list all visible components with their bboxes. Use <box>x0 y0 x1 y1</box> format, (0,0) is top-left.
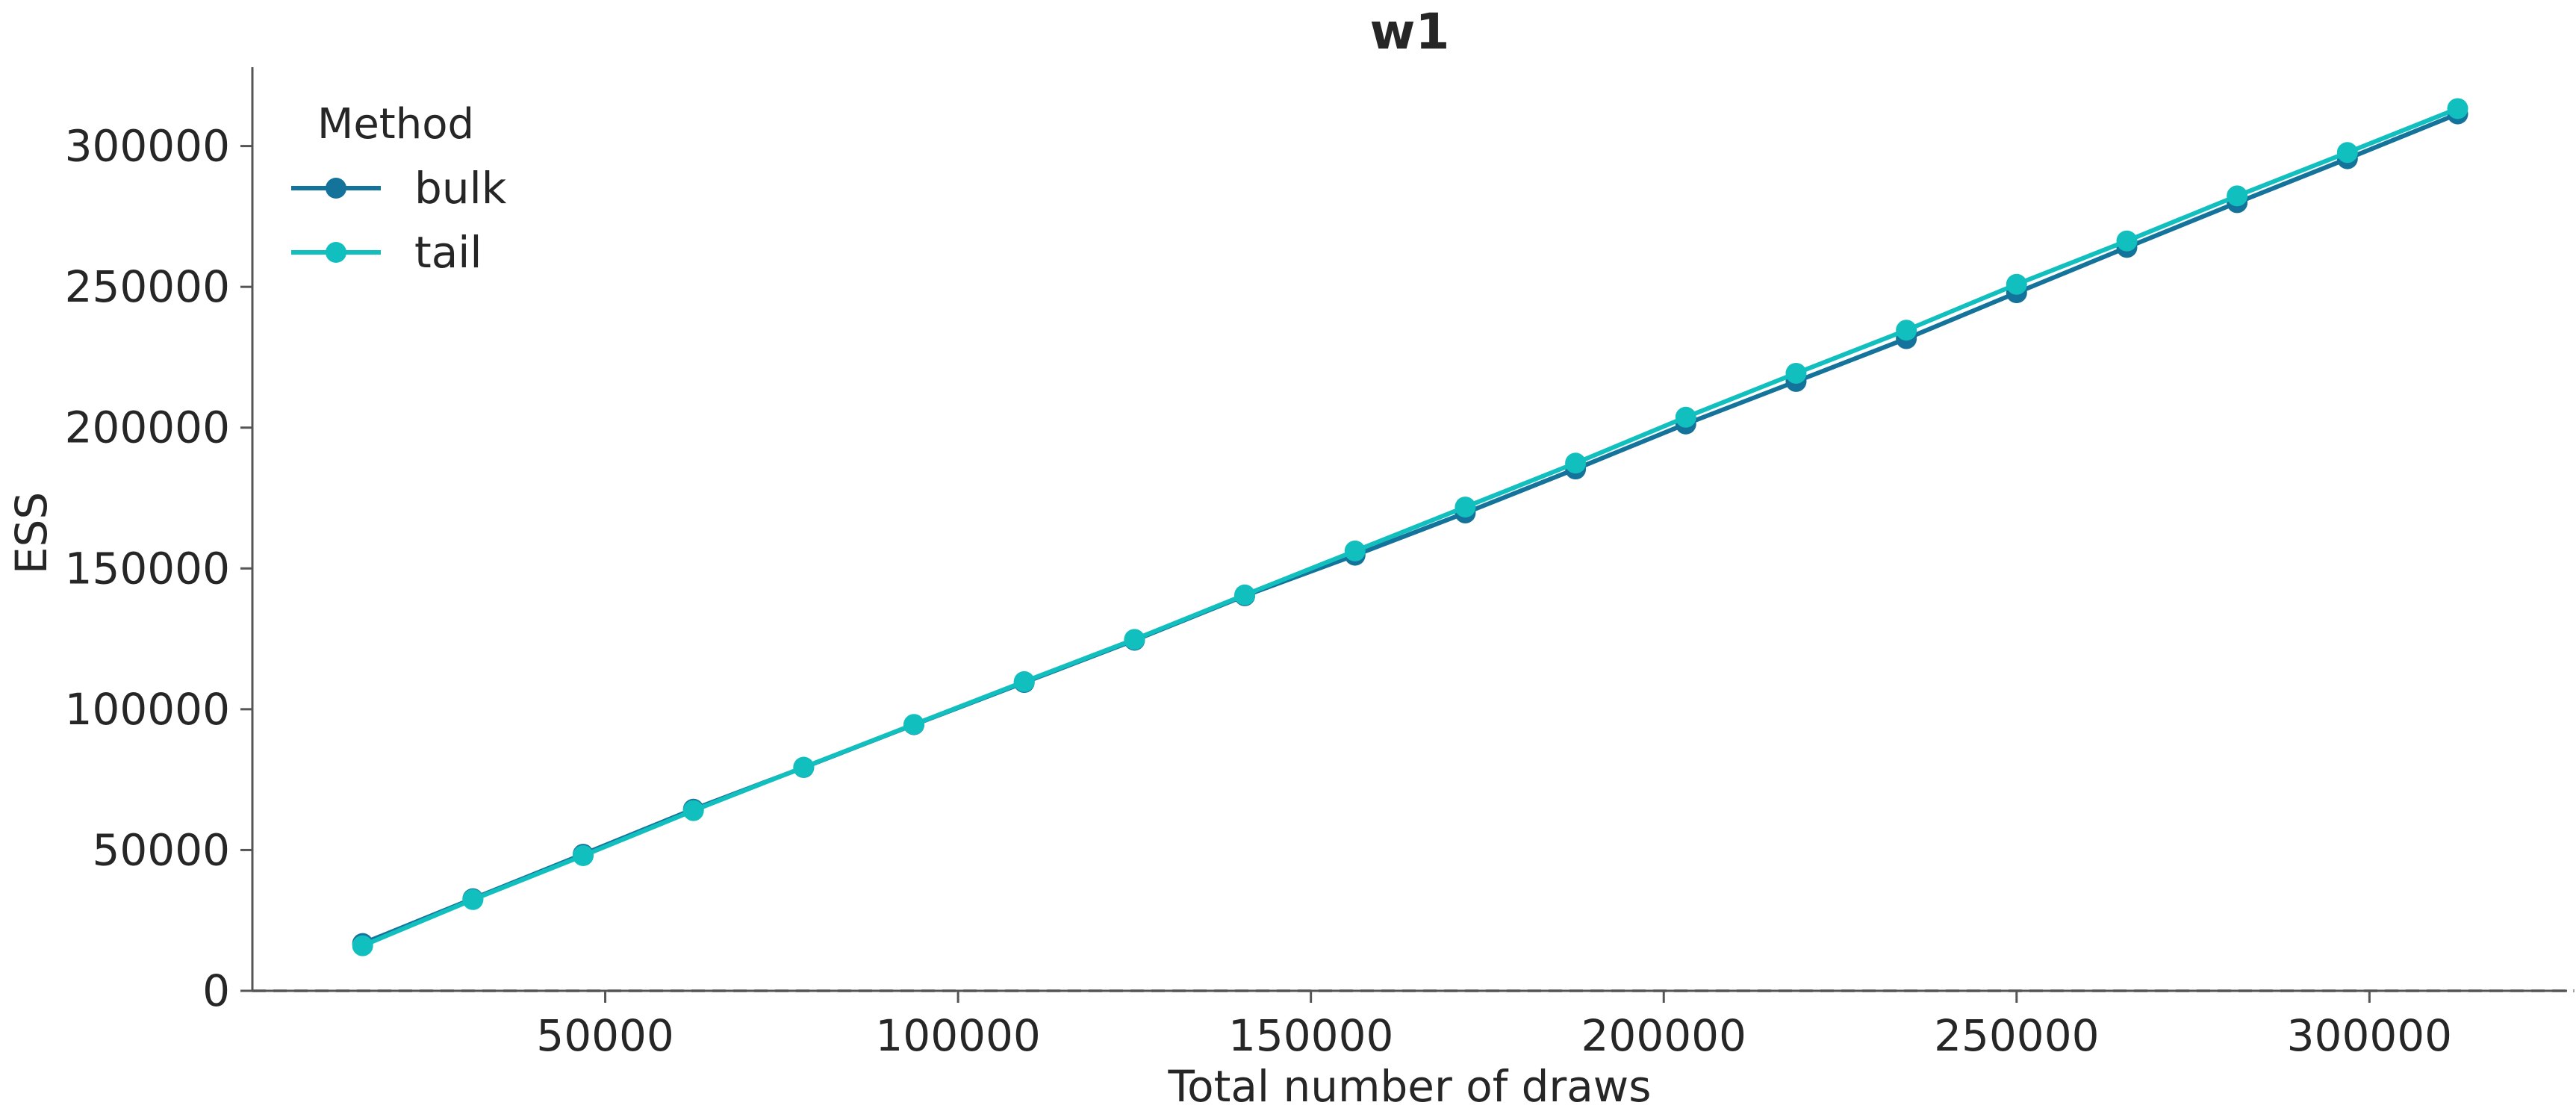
legend: Method bulk tail <box>291 100 507 278</box>
chart-title: w1 <box>1370 3 1450 60</box>
legend-item-tail: tail <box>291 227 482 278</box>
data-point-tail <box>2006 273 2027 295</box>
legend-swatch-marker <box>326 178 346 199</box>
data-point-tail <box>573 844 594 866</box>
data-point-tail <box>1896 320 1917 341</box>
data-point-tail <box>1124 629 1145 650</box>
data-point-tail <box>1675 406 1696 428</box>
x-tick-label: 150000 <box>1228 1010 1393 1061</box>
y-tick-label: 100000 <box>65 684 230 735</box>
series-layer <box>352 98 2468 956</box>
series-tail <box>352 98 2468 956</box>
data-point-tail <box>1785 362 1807 384</box>
data-point-tail <box>2447 98 2468 119</box>
x-tick-label: 250000 <box>1934 1010 2099 1061</box>
legend-item-bulk: bulk <box>291 163 507 214</box>
y-axis-label: ESS <box>6 492 57 574</box>
axes <box>251 67 2567 992</box>
y-tick-label: 0 <box>202 965 230 1016</box>
data-point-tail <box>1013 671 1035 692</box>
y-tick-label: 50000 <box>92 824 230 875</box>
data-point-tail <box>1455 497 1476 518</box>
data-point-tail <box>1344 540 1366 561</box>
x-axis-ticks: 50000 100000 150000 200000 250000 300000 <box>536 991 2452 1061</box>
data-point-tail <box>2336 142 2358 164</box>
x-tick-label: 50000 <box>536 1010 674 1061</box>
y-axis-ticks: 0 50000 100000 150000 200000 250000 300000 <box>65 121 252 1016</box>
legend-title: Method <box>317 100 474 149</box>
x-axis-label: Total number of draws <box>1168 1061 1652 1112</box>
x-tick-label: 300000 <box>2287 1010 2452 1061</box>
x-tick-label: 200000 <box>1581 1010 1746 1061</box>
y-tick-label: 250000 <box>65 261 230 312</box>
data-point-tail <box>903 714 925 735</box>
y-tick-label: 200000 <box>65 402 230 453</box>
legend-items: bulk tail <box>291 163 507 278</box>
data-point-tail <box>1234 584 1256 606</box>
y-tick-label: 150000 <box>65 543 230 594</box>
legend-label: bulk <box>414 163 507 214</box>
data-point-tail <box>793 756 815 778</box>
data-point-tail <box>2227 185 2248 207</box>
x-tick-label: 100000 <box>875 1010 1040 1061</box>
data-point-tail <box>2116 230 2138 252</box>
data-point-tail <box>682 800 704 821</box>
legend-label: tail <box>414 227 482 278</box>
y-tick-label: 300000 <box>65 121 230 172</box>
data-point-tail <box>1565 452 1587 474</box>
data-point-tail <box>462 889 484 910</box>
data-point-tail <box>352 935 373 956</box>
series-line-tail <box>361 106 2459 948</box>
legend-swatch-marker <box>326 242 346 263</box>
